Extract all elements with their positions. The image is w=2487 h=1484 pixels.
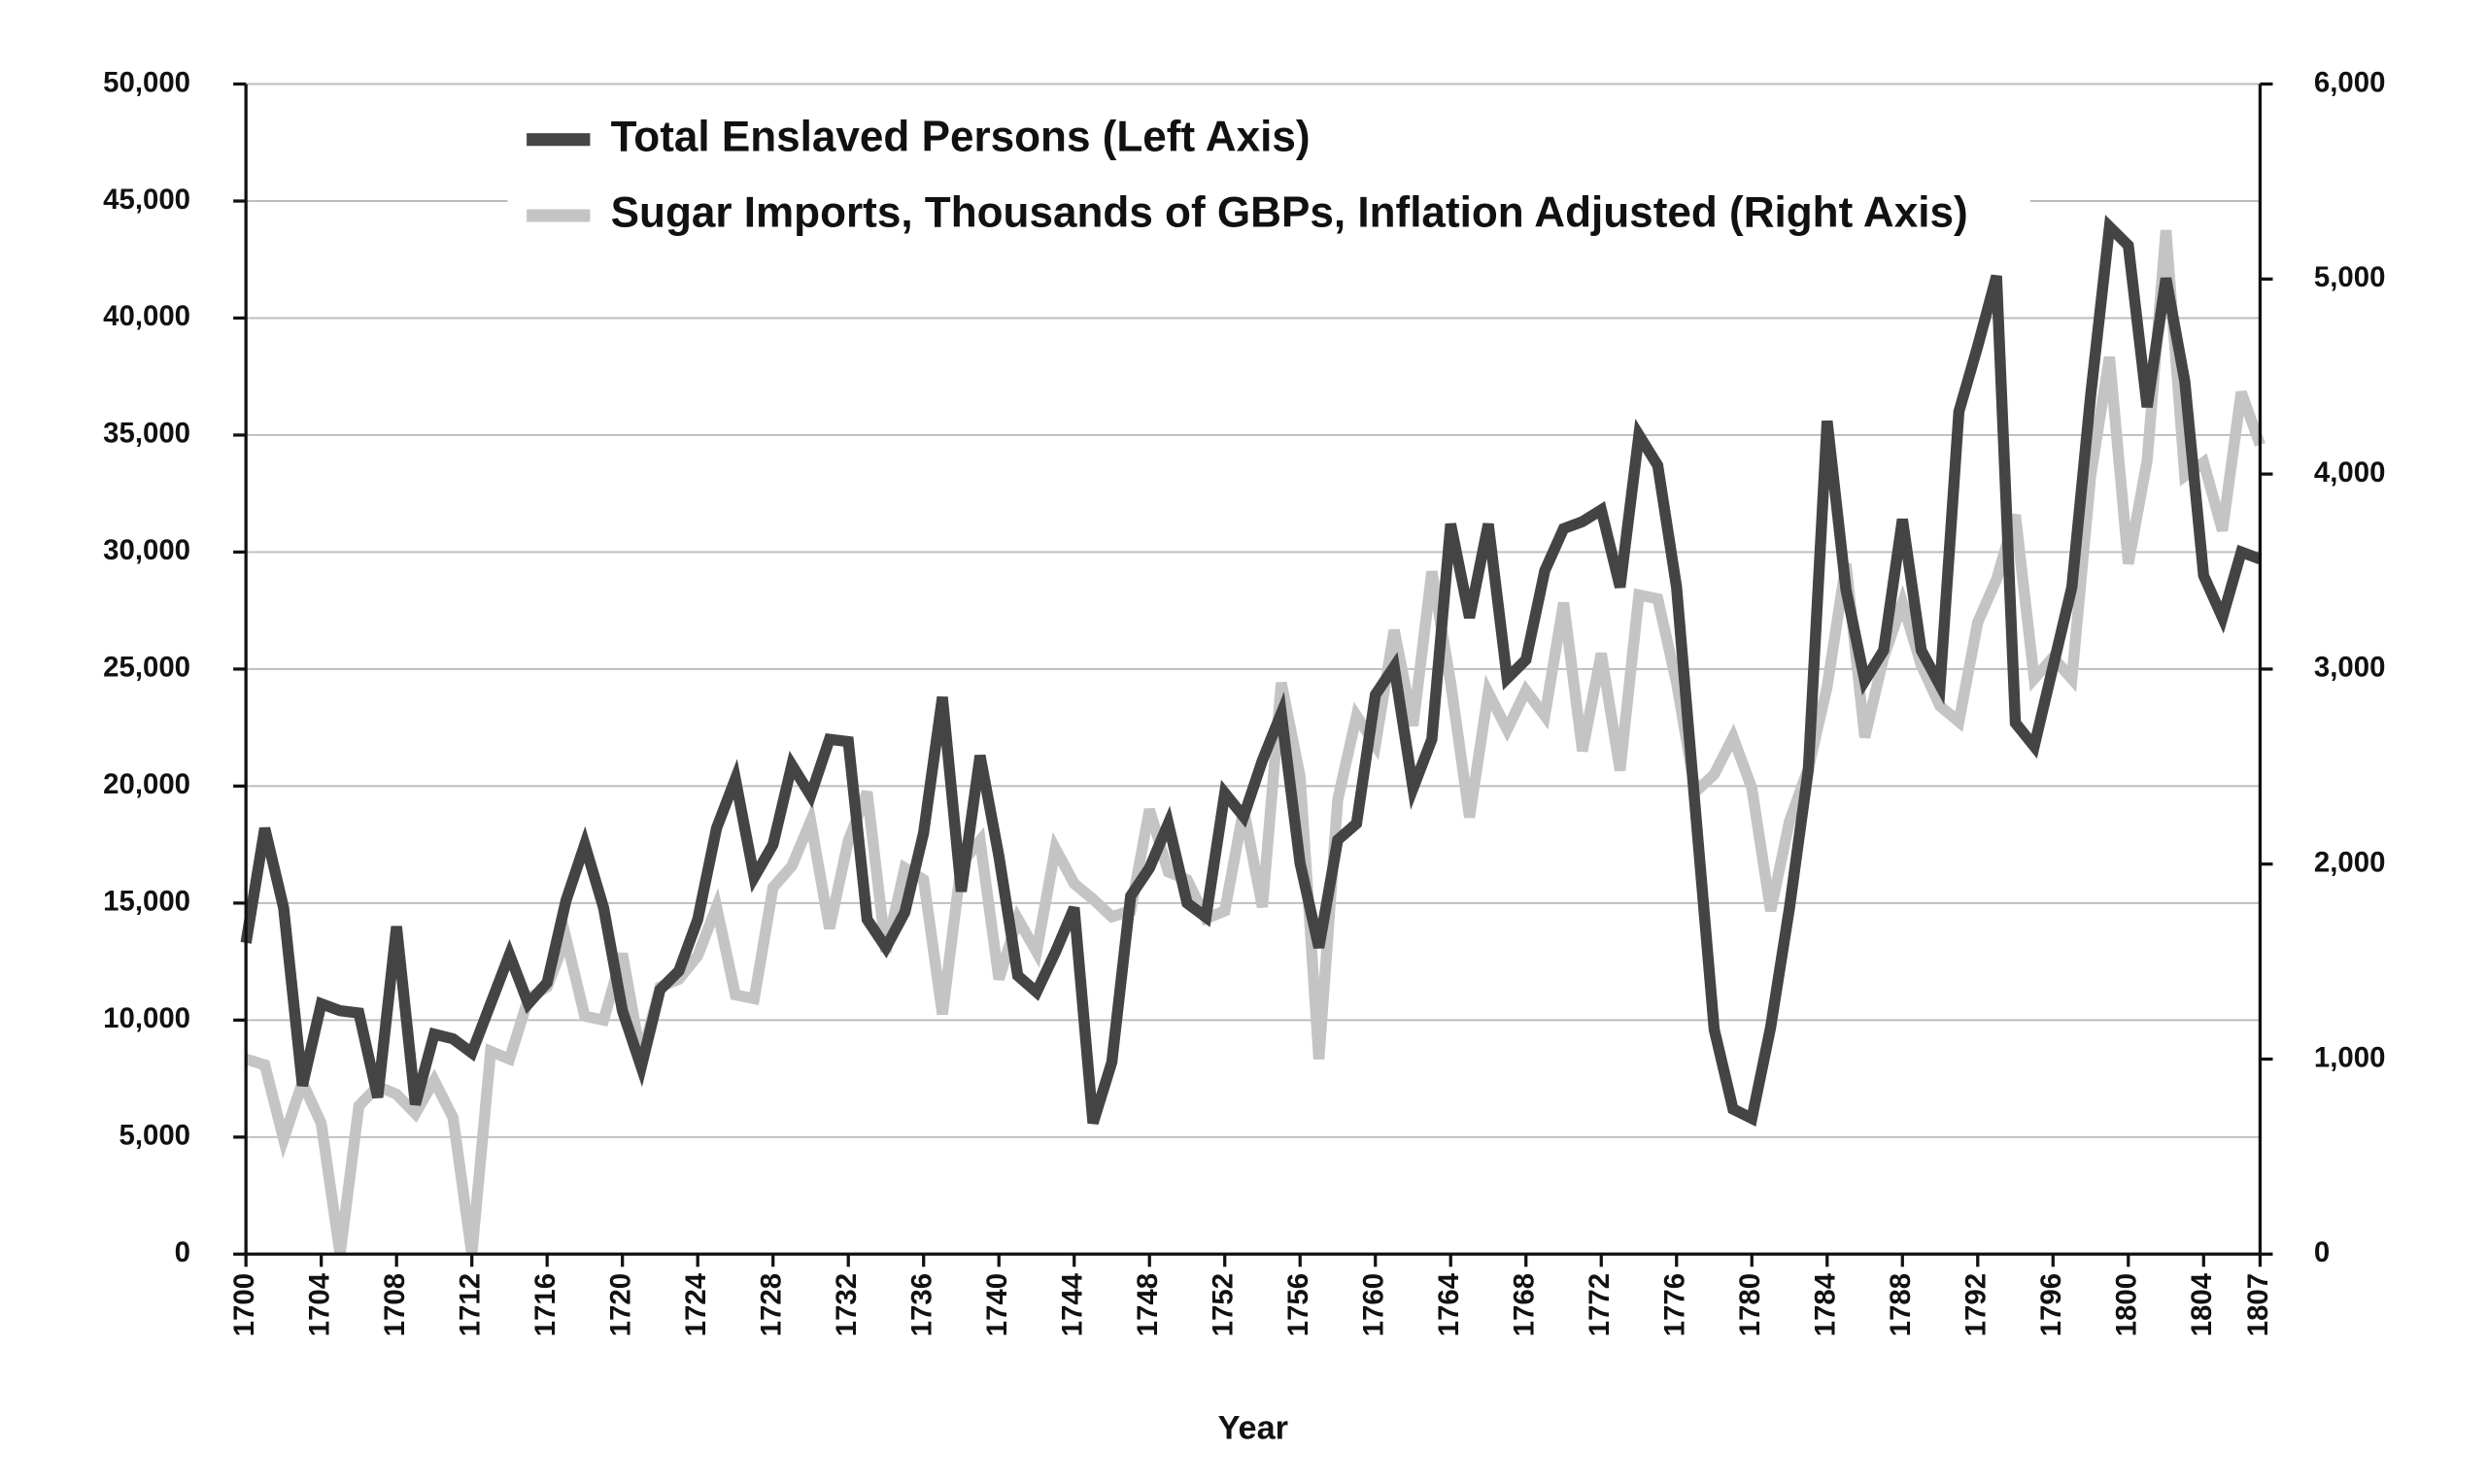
x-tick-label: 1716	[529, 1273, 562, 1336]
series-line	[240, 215, 2263, 1127]
x-tick-label: 1780	[1734, 1273, 1766, 1336]
x-tick-label: 1792	[1960, 1273, 1993, 1336]
x-tick-label: 1784	[1810, 1272, 1842, 1336]
y-tick-label: 25,000	[103, 652, 190, 684]
legend-label: Sugar Imports, Thousands of GBPs, Inflat…	[611, 189, 1968, 237]
y-tick-label: 50,000	[103, 66, 190, 98]
y-tick-label: 5,000	[119, 1120, 191, 1152]
x-tick-label: 1804	[2186, 1272, 2218, 1336]
x-tick-label: 1752	[1207, 1273, 1239, 1336]
x-tick-label: 1768	[1509, 1273, 1541, 1336]
x-tick-label: 1760	[1358, 1273, 1390, 1336]
y2-tick-label: 2,000	[2314, 846, 2386, 878]
legend: Total Enslaved Persons (Left Axis) Sugar …	[507, 99, 2030, 259]
x-tick-label: 1724	[680, 1272, 712, 1336]
x-tick-label: 1756	[1282, 1273, 1314, 1336]
y-tick-label: 0	[175, 1236, 190, 1268]
x-tick-label: 1712	[454, 1273, 486, 1336]
y2-tick-label: 6,000	[2314, 66, 2386, 98]
y2-tick-label: 4,000	[2314, 456, 2386, 489]
x-tick-label: 1740	[981, 1273, 1013, 1336]
y2-tick-label: 0	[2314, 1236, 2330, 1268]
x-tick-label: 1732	[831, 1273, 863, 1336]
y-tick-label: 35,000	[103, 418, 190, 450]
x-tick-label: 1796	[2035, 1273, 2067, 1336]
x-tick-label: 1700	[228, 1273, 260, 1336]
x-tick-label: 1704	[303, 1272, 335, 1336]
x-tick-label: 1807	[2242, 1273, 2274, 1336]
x-tick-label: 1720	[604, 1273, 636, 1336]
y-tick-label: 40,000	[103, 300, 190, 332]
x-axis-label: Year	[1218, 1410, 1288, 1447]
x-tick-label: 1728	[755, 1273, 787, 1336]
legend-label: Total Enslaved Persons (Left Axis)	[611, 113, 1311, 160]
y-tick-label: 20,000	[103, 768, 190, 800]
legend-background	[507, 99, 2030, 259]
y-tick-label: 10,000	[103, 1002, 190, 1034]
y2-tick-label: 1,000	[2314, 1041, 2386, 1073]
y2-tick-label: 3,000	[2314, 652, 2386, 684]
x-tick-label: 1772	[1584, 1273, 1616, 1336]
x-tick-label: 1744	[1056, 1272, 1088, 1336]
y2-tick-label: 5,000	[2314, 261, 2386, 293]
x-tick-label: 1764	[1433, 1272, 1465, 1336]
y-tick-label: 45,000	[103, 184, 190, 216]
x-tick-label: 1776	[1659, 1273, 1691, 1336]
series-line	[244, 229, 2266, 1256]
y-tick-label: 30,000	[103, 534, 190, 566]
x-tick-label: 1788	[1885, 1273, 1917, 1336]
x-tick-label: 1800	[2111, 1273, 2143, 1336]
y-tick-label: 15,000	[103, 886, 190, 918]
x-tick-label: 1748	[1132, 1273, 1164, 1336]
x-tick-label: 1736	[905, 1273, 937, 1336]
x-tick-label: 1708	[379, 1273, 411, 1336]
